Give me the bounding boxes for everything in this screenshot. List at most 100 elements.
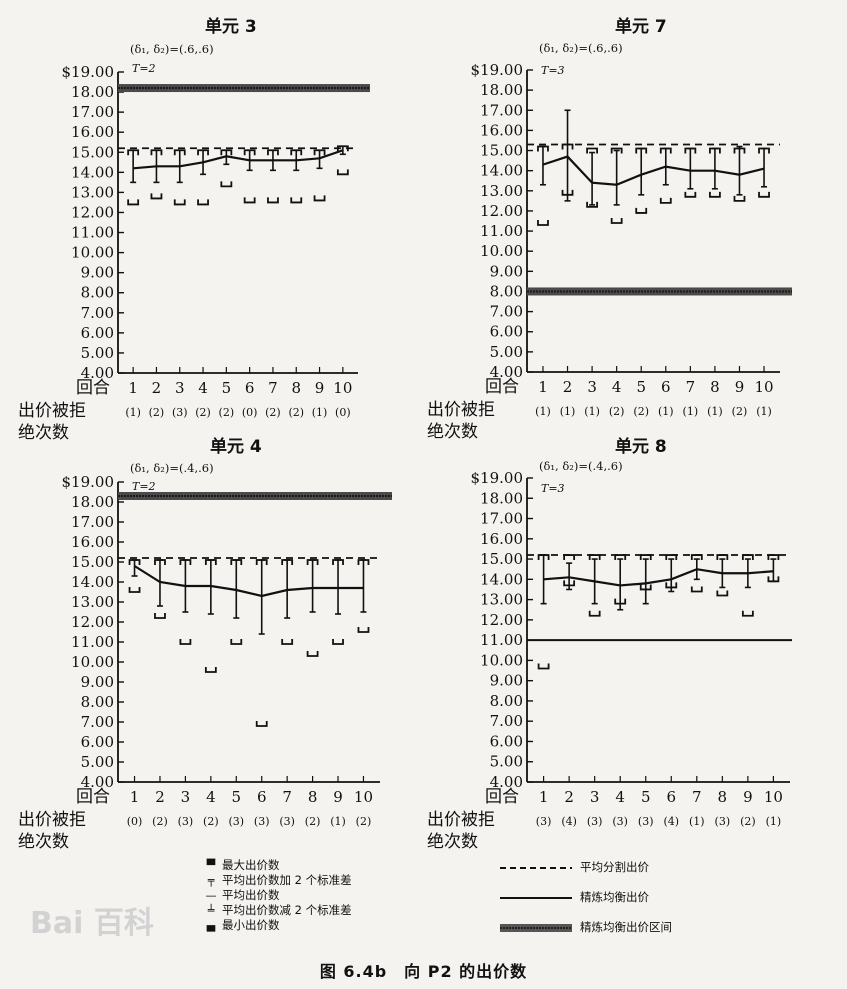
min-marker (128, 587, 141, 593)
min-marker (357, 627, 370, 633)
rejection-count: (1) (312, 406, 328, 419)
max-marker (357, 559, 370, 565)
y-tick-label: 14.00 (71, 573, 114, 591)
mean-line (543, 568, 774, 587)
legend-equal-split-label: 平均分割出价 (580, 860, 649, 874)
max-marker (635, 147, 648, 154)
x-tick-label: 7 (692, 788, 702, 806)
min-marker (716, 590, 729, 597)
x-axis-title: 回合 (485, 377, 519, 397)
y-tick-label: 8.00 (81, 284, 114, 302)
rejection-title-2: 绝次数 (18, 423, 69, 443)
rejection-count: (3) (254, 815, 270, 828)
max-marker (709, 147, 721, 154)
legend-min-label: 最小出价数 (222, 918, 280, 932)
x-tick-label: 7 (282, 788, 292, 806)
chart-params: (δ₁, δ₂)=(.4,.6) (130, 461, 214, 475)
y-tick-label: 16.00 (71, 533, 114, 551)
chart-title: 单元 7 (615, 16, 667, 37)
x-tick-label: 8 (308, 788, 318, 806)
min-marker (230, 639, 243, 645)
min-marker (659, 197, 672, 204)
y-tick-label: 12.00 (71, 203, 114, 221)
x-tick-label: 4 (612, 378, 622, 396)
rejection-count: (1) (125, 406, 141, 419)
max-marker (614, 554, 627, 561)
rejection-count: (3) (536, 815, 552, 828)
x-tick-label: 5 (636, 378, 646, 396)
rejection-title-2: 绝次数 (427, 422, 478, 442)
min-marker (588, 610, 601, 617)
x-tick-label: 3 (587, 378, 597, 396)
y-tick-label: 13.00 (480, 591, 523, 609)
y-tick-label: $19.00 (471, 61, 524, 79)
y-tick-label: 6.00 (490, 323, 523, 341)
max-marker (204, 559, 217, 565)
y-tick-label: 4.00 (490, 363, 523, 381)
chart-params: (δ₁, δ₂)=(.6,.6) (539, 41, 623, 55)
min-marker (332, 639, 344, 645)
lower-whisker-icon: ╧ (207, 904, 215, 917)
y-tick-label: 17.00 (480, 101, 523, 119)
rejection-count: (2) (740, 815, 756, 828)
min-marker (563, 580, 576, 587)
rejection-title: 出价被拒 (427, 810, 495, 830)
max-marker (758, 147, 770, 154)
chart-t-label: T=2 (132, 480, 156, 493)
y-tick-label: 7.00 (490, 303, 523, 321)
y-tick-label: 8.00 (490, 282, 523, 300)
rejection-count: (3) (612, 815, 628, 828)
x-tick-label: 4 (198, 379, 208, 397)
rejection-count: (2) (633, 405, 649, 418)
max-marker-icon: ▀ (206, 859, 216, 872)
min-marker (614, 598, 627, 605)
min-marker (639, 584, 652, 591)
y-tick-label: 14.00 (480, 162, 523, 180)
legend-left: ▀ 最大出价数 ╤ 平均出价数加 2 个标准差 — 平均出价数 ╧ 平均出价数减 2 个… (200, 858, 352, 933)
x-tick-label: 6 (245, 379, 255, 397)
rejection-count: (3) (715, 815, 731, 828)
y-tick-label: 9.00 (490, 672, 523, 690)
y-tick-label: 15.00 (480, 550, 523, 568)
min-marker (204, 667, 217, 673)
rejection-count: (2) (356, 815, 372, 828)
y-tick-label: 11.00 (71, 633, 114, 651)
y-tick-label: $19.00 (62, 473, 115, 491)
y-tick-label: 17.00 (71, 103, 114, 121)
min-marker (758, 191, 770, 198)
y-tick-label: 17.00 (480, 510, 523, 528)
min-marker (336, 169, 349, 176)
chart-params: (δ₁, δ₂)=(.6,.6) (130, 42, 214, 56)
y-tick-label: 15.00 (71, 553, 114, 571)
y-tick-label: 13.00 (71, 593, 114, 611)
y-tick-label: 7.00 (490, 712, 523, 730)
min-marker (767, 576, 780, 583)
min-marker (610, 218, 623, 224)
y-tick-label: 10.00 (480, 651, 523, 669)
y-tick-label: 7.00 (81, 304, 114, 322)
y-tick-label: 6.00 (81, 324, 114, 342)
x-tick-label: 3 (181, 788, 191, 806)
legend-refined-eq-label: 精炼均衡出价 (580, 890, 649, 904)
min-marker (281, 639, 294, 645)
min-marker (154, 613, 166, 619)
mean-marker-icon: — (205, 889, 217, 902)
x-axis-title: 回合 (76, 378, 110, 398)
max-marker (220, 149, 233, 156)
y-tick-label: 4.00 (81, 773, 114, 791)
legend-mean-plus-label: 平均出价数加 2 个标准差 (222, 873, 352, 887)
x-tick-label: 8 (718, 788, 728, 806)
rejection-count: (2) (219, 406, 235, 419)
rejection-count: (2) (149, 406, 165, 419)
y-tick-label: 9.00 (490, 262, 523, 280)
max-marker (127, 149, 140, 156)
rejection-count: (3) (172, 406, 188, 419)
y-tick-label: 11.00 (480, 222, 523, 240)
y-tick-label: 5.00 (81, 753, 114, 771)
y-tick-label: 5.00 (81, 344, 114, 362)
y-tick-label: 16.00 (480, 530, 523, 548)
x-tick-label: 9 (743, 788, 753, 806)
chart-params: (δ₁, δ₂)=(.4,.6) (539, 459, 623, 473)
rejection-count: (1) (560, 405, 576, 418)
